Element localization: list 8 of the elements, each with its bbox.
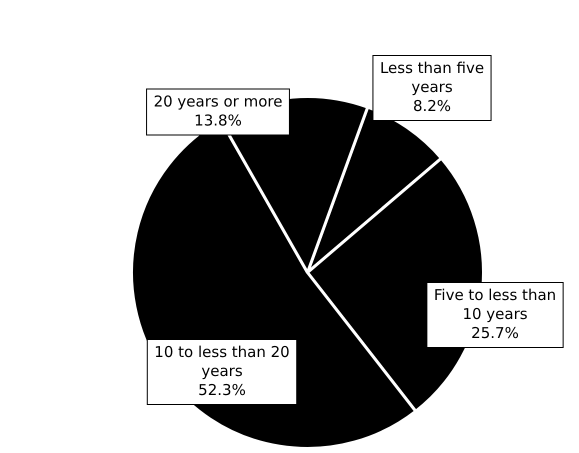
slice-label: Five to less than 10 years: [434, 286, 556, 323]
slice-label: 20 years or more: [154, 92, 282, 110]
data-label: 52.3%: [198, 380, 246, 399]
data-label: 8.2%: [412, 96, 452, 115]
slice-label: 10 to less than 20 years: [154, 342, 290, 380]
data-label: 25.7%: [471, 324, 519, 342]
slice-label: Less than five years: [380, 58, 484, 96]
data-label: 13.8%: [194, 111, 242, 130]
